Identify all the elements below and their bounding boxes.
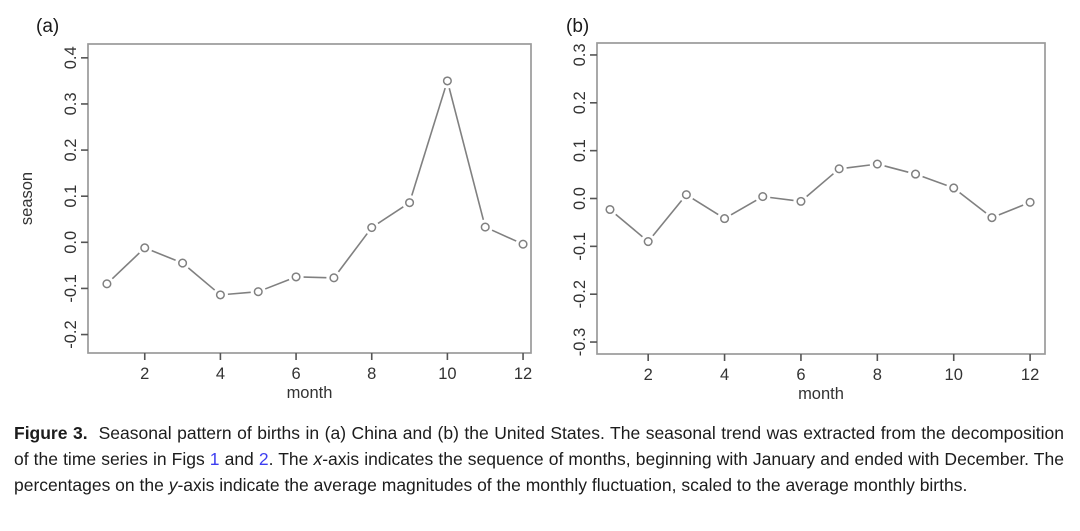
caption-text: and bbox=[219, 449, 259, 469]
x-tick-label: 12 bbox=[1021, 366, 1039, 384]
series-line-segment bbox=[227, 291, 251, 296]
y-tick-label: 0.0 bbox=[571, 187, 589, 210]
series-line-segment bbox=[187, 267, 216, 291]
y-tick-label: -0.3 bbox=[571, 328, 589, 356]
data-point-month-5 bbox=[253, 287, 263, 297]
data-point-month-1 bbox=[102, 279, 112, 289]
chart-panel-b: (b) 2 4 6 8 10 12 0.3 0.2 0.1 0.0 -0.1 -0.2 -0.3 month bbox=[566, 16, 1046, 403]
x-tick-label: 10 bbox=[438, 365, 456, 383]
series-line-segment bbox=[448, 87, 485, 221]
y-tick-label: 0.0 bbox=[62, 231, 80, 254]
data-point-month-10 bbox=[442, 76, 452, 86]
y-tick-label: 0.1 bbox=[571, 139, 589, 162]
data-point-month-8 bbox=[367, 223, 377, 233]
caption-axis-var: x bbox=[313, 449, 323, 469]
series-line-segment bbox=[998, 204, 1024, 216]
data-point-month-6 bbox=[291, 272, 301, 282]
data-point-month-5 bbox=[758, 192, 768, 202]
data-point-month-4 bbox=[215, 290, 225, 300]
x-tick-label: 4 bbox=[216, 365, 225, 383]
caption-text: -axis indicates the sequence of months, … bbox=[14, 449, 1064, 495]
data-point-month-2 bbox=[643, 237, 653, 247]
series-line-segment bbox=[806, 173, 834, 198]
y-tick-label: -0.1 bbox=[571, 232, 589, 260]
series-line-segment bbox=[884, 165, 909, 173]
data-point-month-9 bbox=[405, 198, 415, 208]
caption-text: -axis indicate the average magnitudes of… bbox=[177, 475, 968, 495]
y-tick-label: -0.2 bbox=[571, 280, 589, 308]
x-tick-label: 8 bbox=[367, 365, 376, 383]
figure-ref-link-2[interactable]: 2 bbox=[258, 449, 269, 469]
data-point-month-11 bbox=[987, 213, 997, 223]
series-line-segment bbox=[770, 196, 794, 202]
series-line-segment bbox=[377, 206, 404, 225]
figure-ref-link-1[interactable]: 1 bbox=[209, 449, 220, 469]
series-line-segment bbox=[337, 233, 368, 273]
data-point-month-1 bbox=[605, 204, 615, 215]
y-tick-label: 0.2 bbox=[62, 139, 80, 162]
y-tick-label: 0.3 bbox=[62, 92, 80, 115]
data-point-month-7 bbox=[834, 164, 844, 174]
charts-row: (a) 2 4 6 8 10 12 0.4 0.3 0.2 0.1 0.0 -0.1 -0.2 month s… bbox=[18, 16, 1046, 403]
caption-figure-number: Figure 3. bbox=[14, 423, 88, 443]
x-tick-label: 12 bbox=[514, 365, 532, 383]
series-line-segment bbox=[151, 249, 176, 262]
plot-box bbox=[87, 43, 532, 354]
x-tick-label: 10 bbox=[945, 366, 963, 384]
data-point-month-7 bbox=[329, 273, 339, 283]
caption-text: . The bbox=[268, 449, 314, 469]
series-line-segment bbox=[922, 175, 947, 187]
series-line-segment bbox=[692, 197, 719, 216]
series-line-segment bbox=[846, 164, 870, 169]
chart-panel-a: (a) 2 4 6 8 10 12 0.4 0.3 0.2 0.1 0.0 -0.1 -0.2 month s… bbox=[18, 16, 532, 402]
data-point-month-12 bbox=[1025, 197, 1035, 207]
data-point-month-3 bbox=[178, 258, 188, 268]
data-point-month-10 bbox=[949, 183, 959, 193]
x-tick-label: 4 bbox=[720, 366, 729, 384]
series-line-segment bbox=[111, 252, 140, 280]
series-line-segment bbox=[615, 213, 643, 238]
x-axis-label: month bbox=[798, 385, 844, 403]
caption-axis-var: y bbox=[168, 475, 178, 495]
caption-text: Seasonal pattern of births in (a) China … bbox=[14, 423, 1064, 469]
y-tick-label: 0.2 bbox=[571, 91, 589, 114]
data-point-month-11 bbox=[480, 222, 490, 232]
figure-caption: Figure 3. Seasonal pattern of births in … bbox=[14, 420, 1064, 498]
data-point-month-4 bbox=[720, 214, 730, 224]
panel-label: (b) bbox=[566, 16, 589, 37]
series-line-segment bbox=[652, 199, 683, 237]
panel-label: (a) bbox=[36, 16, 59, 37]
y-tick-label: -0.2 bbox=[62, 320, 80, 348]
x-tick-label: 2 bbox=[140, 365, 149, 383]
series-line-segment bbox=[264, 278, 290, 290]
series-line-segment bbox=[491, 229, 517, 242]
series-line-segment bbox=[303, 276, 327, 279]
y-tick-label: 0.4 bbox=[62, 46, 80, 69]
x-tick-label: 8 bbox=[873, 366, 882, 384]
data-point-month-6 bbox=[796, 196, 806, 206]
data-point-month-3 bbox=[681, 190, 691, 200]
y-tick-label: 0.1 bbox=[62, 185, 80, 208]
series-line-segment bbox=[411, 87, 446, 196]
x-tick-label: 6 bbox=[796, 366, 805, 384]
y-tick-label: 0.3 bbox=[571, 43, 589, 66]
y-tick-label: -0.1 bbox=[62, 274, 80, 302]
plot-box bbox=[596, 42, 1046, 355]
x-tick-label: 2 bbox=[644, 366, 653, 384]
series-line-segment bbox=[959, 191, 987, 214]
data-point-month-2 bbox=[140, 243, 150, 253]
data-point-month-8 bbox=[872, 159, 882, 169]
x-axis-label: month bbox=[287, 384, 333, 402]
data-point-month-9 bbox=[910, 169, 921, 179]
y-axis-label: season bbox=[18, 172, 36, 225]
series-line-segment bbox=[730, 199, 757, 216]
x-tick-label: 6 bbox=[291, 365, 300, 383]
data-point-month-12 bbox=[518, 239, 528, 249]
